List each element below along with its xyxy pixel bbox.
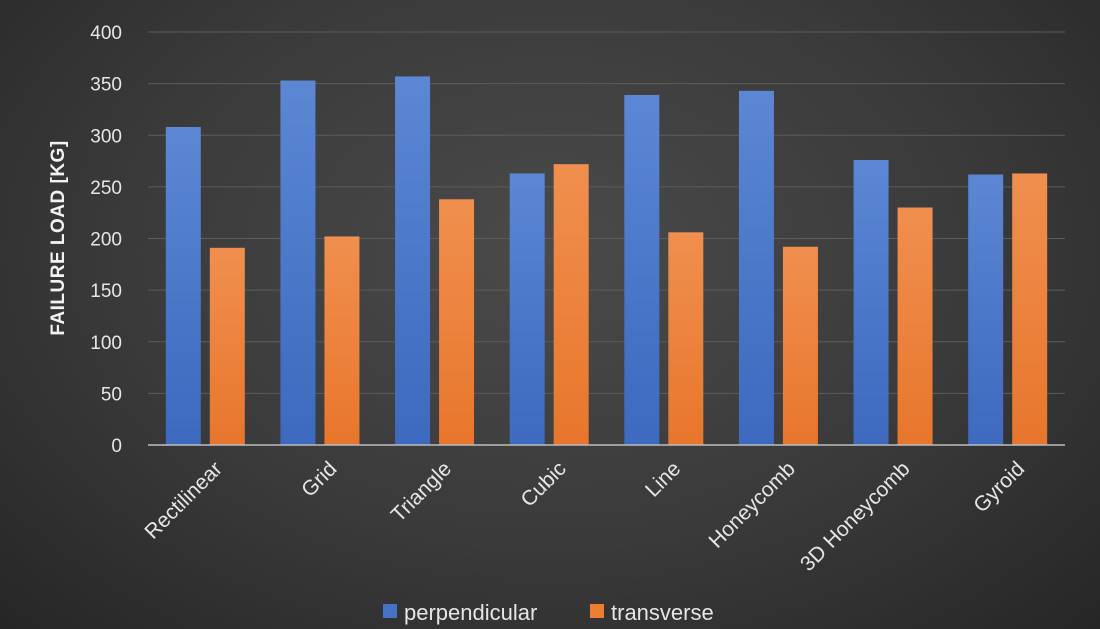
- y-tick-label: 150: [90, 281, 122, 302]
- bar-transverse: [439, 199, 475, 445]
- x-tick-label: Grid: [297, 457, 341, 501]
- x-tick-label: Line: [641, 457, 685, 501]
- bar-transverse: [782, 246, 818, 445]
- legend-swatch-transverse: [590, 604, 604, 618]
- y-tick-label: 350: [90, 75, 122, 96]
- bar-perpendicular: [280, 80, 316, 445]
- x-tick-label: Honeycomb: [704, 457, 800, 553]
- y-axis-label: FAILURE LOAD [KG]: [48, 140, 69, 335]
- x-tick-label: Cubic: [516, 457, 570, 511]
- x-tick-label: 3D Honeycomb: [796, 457, 915, 576]
- bar-transverse: [324, 236, 360, 445]
- x-axis-labels: Rectilinear Grid Triangle Cubic Line Honeycom…: [140, 457, 1029, 576]
- legend-swatch-perpendicular: [383, 604, 397, 618]
- legend-label-perpendicular: perpendicular: [404, 600, 537, 625]
- bar-perpendicular: [968, 174, 1004, 446]
- y-tick-label: 200: [90, 230, 122, 251]
- bar-perpendicular: [853, 160, 889, 445]
- legend: perpendicular transverse: [383, 600, 714, 625]
- bar-perpendicular: [738, 90, 774, 445]
- y-axis-ticks: 0 50 100 150 200 250 300 350 400: [90, 23, 122, 457]
- bar-transverse: [553, 164, 589, 445]
- bars: [165, 76, 1048, 446]
- legend-label-transverse: transverse: [611, 600, 714, 625]
- y-tick-label: 100: [90, 333, 122, 354]
- y-tick-label: 300: [90, 126, 122, 147]
- x-tick-label: Triangle: [387, 457, 456, 526]
- y-tick-label: 400: [90, 23, 122, 44]
- y-tick-label: 50: [101, 384, 122, 405]
- y-tick-label: 250: [90, 178, 122, 199]
- bar-perpendicular: [395, 76, 431, 446]
- y-tick-label: 0: [111, 436, 122, 457]
- bar-perpendicular: [509, 173, 545, 445]
- bar-transverse: [897, 207, 933, 445]
- x-tick-label: Gyroid: [969, 457, 1029, 517]
- bar-transverse: [668, 232, 704, 445]
- bar-perpendicular: [624, 94, 660, 446]
- bar-transverse: [209, 247, 245, 445]
- bar-transverse: [1012, 173, 1048, 445]
- x-tick-label: Rectilinear: [140, 457, 226, 543]
- bar-perpendicular: [165, 126, 201, 446]
